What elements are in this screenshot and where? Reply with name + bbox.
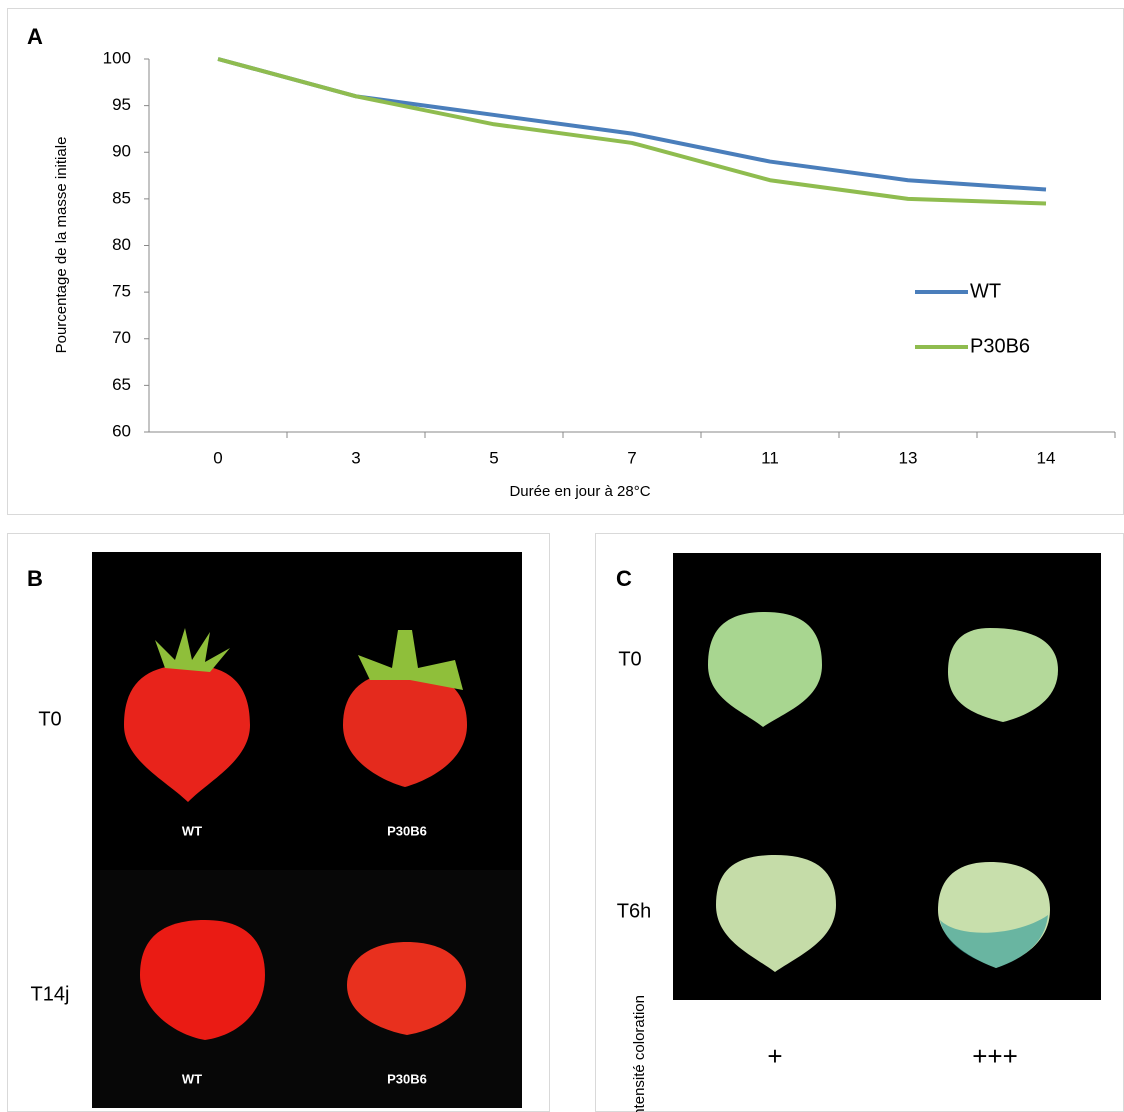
series-line [217, 57, 1047, 192]
tomato [948, 628, 1058, 722]
score: +++ [972, 1041, 1018, 1071]
x-tick-label: 3 [351, 448, 360, 467]
row-label: T0 [38, 708, 61, 730]
y-tick-label: 100 [103, 48, 131, 67]
x-axis-label: Durée en jour à 28°C [509, 483, 650, 500]
panel-label: C [616, 566, 632, 591]
y-tick-label: 60 [112, 421, 131, 440]
photo-caption: WT [182, 1071, 202, 1086]
x-tick-label: 5 [489, 448, 498, 467]
row-label: T14j [31, 983, 70, 1005]
legend-label: P30B6 [970, 335, 1030, 357]
x-tick-label: 14 [1037, 448, 1056, 467]
photo-caption: P30B6 [387, 823, 427, 838]
panel-label: A [27, 24, 43, 49]
y-tick-label: 85 [112, 188, 131, 207]
stain [940, 915, 1048, 968]
tomato [140, 920, 265, 1040]
photo-caption: WT [182, 823, 202, 838]
tomato [343, 672, 467, 787]
tomato [708, 612, 822, 727]
photo-caption: P30B6 [387, 1071, 427, 1086]
score: + [767, 1041, 782, 1071]
scale-label: Intensité coloration [631, 995, 648, 1112]
panel-a-frame [7, 8, 1124, 515]
y-tick-label: 95 [112, 95, 131, 114]
x-tick-label: 13 [899, 448, 918, 467]
tomato [347, 942, 466, 1035]
legend-label: WT [970, 280, 1001, 302]
y-axis-label: Pourcentage de la masse initiale [53, 137, 70, 354]
panel-label: B [27, 566, 43, 591]
y-tick-label: 75 [112, 282, 131, 301]
calyx [155, 628, 230, 672]
x-tick-label: 0 [213, 448, 222, 467]
calyx [358, 630, 463, 690]
y-tick-label: 70 [112, 328, 131, 347]
row-label: T6h [617, 900, 651, 922]
x-tick-label: 7 [627, 448, 636, 467]
x-tick-label: 11 [761, 448, 779, 467]
tomato [716, 855, 836, 972]
row-label: T0 [618, 648, 641, 670]
series-line [217, 57, 1047, 206]
tomato [124, 665, 250, 802]
y-tick-label: 80 [112, 235, 131, 254]
y-tick-label: 65 [112, 375, 131, 394]
y-tick-label: 90 [112, 142, 131, 161]
